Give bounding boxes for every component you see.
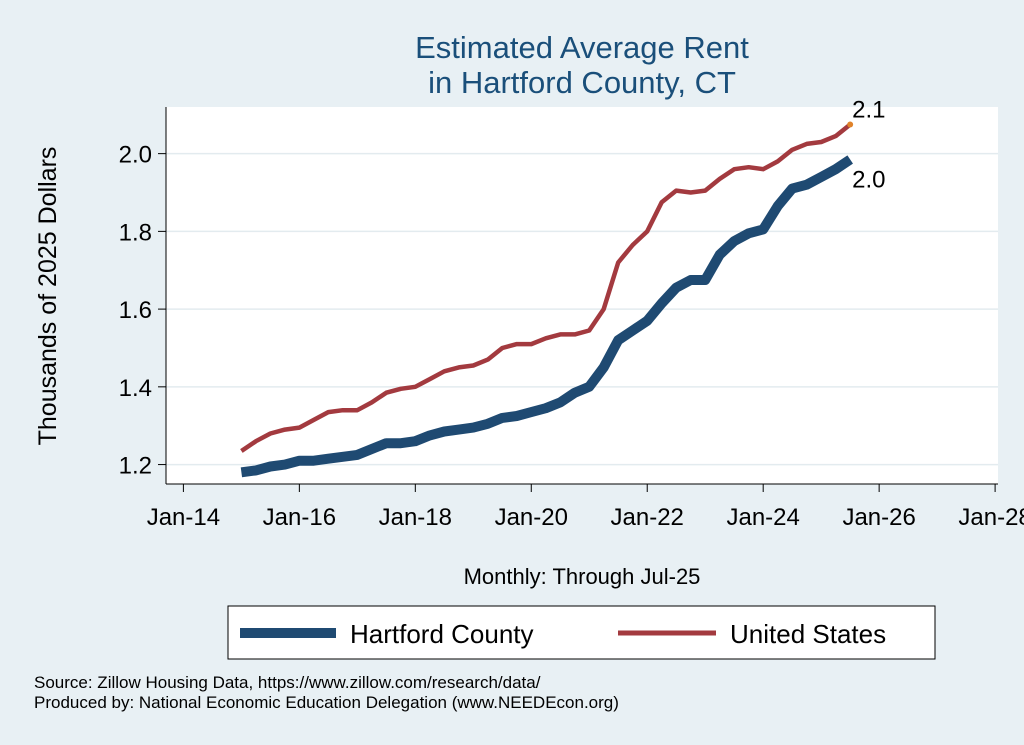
legend: Hartford County United States <box>227 605 936 660</box>
series-line-hartford-county <box>240 155 853 478</box>
y-tick-label: 1.2 <box>119 453 152 480</box>
x-tick-label: Jan-28 <box>958 504 1024 531</box>
source-note: Source: Zillow Housing Data, https://www… <box>34 673 541 692</box>
series-lines: 2.0 2.1 <box>240 96 886 478</box>
y-tick-label: 1.8 <box>119 219 152 246</box>
legend-box <box>227 605 936 660</box>
x-axis-title: Monthly: Through Jul-25 <box>464 564 701 589</box>
y-axis-title: Thousands of 2025 Dollars <box>34 147 62 446</box>
legend-label-hartford-county: Hartford County <box>350 619 534 649</box>
end-marker-united-states <box>847 121 854 128</box>
chart-title-line-1: Estimated Average Rent <box>415 30 749 65</box>
legend-label-united-states: United States <box>730 619 886 649</box>
y-tick-label: 2.0 <box>119 142 152 169</box>
x-tick-label: Jan-16 <box>263 504 336 531</box>
y-axis-ticks: 1.2 1.4 1.6 1.8 2.0 <box>119 142 166 480</box>
x-axis-ticks: Jan-14 Jan-16 Jan-18 Jan-20 Jan-22 Jan-24 Jan-… <box>147 484 1024 531</box>
x-tick-label: Jan-26 <box>842 504 915 531</box>
x-tick-label: Jan-18 <box>379 504 452 531</box>
series-line-united-states <box>240 122 852 453</box>
x-tick-label: Jan-20 <box>495 504 568 531</box>
chart-title-line-2: in Hartford County, CT <box>428 65 736 100</box>
produced-by-note: Produced by: National Economic Education… <box>34 693 619 712</box>
end-label-united-states: 2.1 <box>852 96 885 123</box>
y-tick-label: 1.6 <box>119 297 152 324</box>
plot-area <box>166 107 998 484</box>
x-tick-label: Jan-22 <box>611 504 684 531</box>
x-tick-label: Jan-24 <box>726 504 799 531</box>
y-tick-label: 1.4 <box>119 375 152 402</box>
end-label-hartford-county: 2.0 <box>852 166 885 193</box>
x-tick-label: Jan-14 <box>147 504 220 531</box>
